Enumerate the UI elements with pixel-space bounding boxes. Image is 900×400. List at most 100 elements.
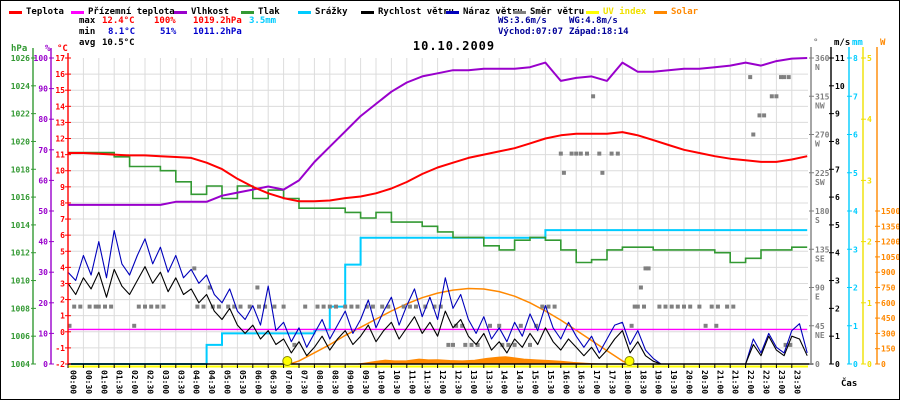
legend-swatch [446,10,459,14]
x-tick-label: 11:30 [423,370,432,394]
wind-direction-marker [709,304,714,309]
legend-swatch [298,10,311,14]
x-tick-label: 20:00 [685,370,694,394]
axis-tick-label: 11 [835,54,845,63]
legend-swatch [513,10,526,14]
wind-direction-marker [451,342,455,347]
wind-direction-marker [72,304,77,309]
x-tick-label: 19:00 [654,370,663,394]
axis-tick-label: 14 [55,102,65,111]
axis-tick-label: 6 [60,231,65,240]
wind-direction-marker [574,151,579,156]
wind-direction-marker [512,342,517,347]
wind-direction-marker [247,304,252,309]
wind-direction-marker [569,151,574,156]
wind-direction-marker [774,94,779,99]
x-tick-label: 00:30 [84,370,93,394]
wind-direction-marker [475,342,480,347]
x-tick-label: 06:00 [253,370,262,394]
axis-tick-label: 1014 [11,221,30,230]
wind-direction-marker [558,151,563,156]
legend-item-10: Solar [654,7,698,17]
stat-max: 3.5mm [249,16,277,26]
axis-tick-label: 450 [881,314,896,323]
axis-tick-label: 1050 [881,253,899,262]
axis-tick-label: 900 [881,268,896,277]
stat-min: min [79,27,96,37]
axis-tick-label: 60 [38,176,48,185]
x-tick-label: 01:00 [99,370,108,394]
axis-tick-label: N [815,63,820,72]
wind-direction-marker [232,304,237,309]
axis-tick-label: 1020 [11,137,30,146]
wind-direction-marker [370,304,375,309]
axis-tick-label: 1500 [881,207,899,216]
axis-tick-label: 1 [853,322,858,331]
axis-tick-label: 100 [34,54,49,63]
x-tick-label: 01:30 [115,370,124,394]
axis-tick-label: 30 [38,268,48,277]
x-tick-label: 19:30 [669,370,678,394]
wind-direction-marker [506,342,511,347]
wind-direction-marker [783,342,788,347]
x-tick-label: 09:30 [361,370,370,394]
x-tick-label: 04:00 [192,370,201,394]
axis-tick-label: 80 [38,115,48,124]
axis-tick-label: 2 [867,238,872,247]
axis-tick-label: 4 [835,249,840,258]
wind-direction-marker [646,266,651,271]
wind-direction-marker [779,75,783,80]
axis-tick-label: -2 [55,360,65,369]
axis-tick-label: 11 [55,151,65,160]
wind-direction-marker [143,304,147,309]
x-tick-label: 17:30 [608,370,617,394]
wind-direction-marker [757,113,762,118]
axis-tick-label: 40 [38,238,48,247]
axis-tick-label: W [815,140,820,149]
legend-item-6: Rychlost větru [361,7,454,17]
wind-direction-marker [528,342,532,347]
axis-tick-label: 8 [853,54,858,63]
axis-tick-label: 0 [853,360,858,369]
wind-direction-marker [782,75,787,80]
legend-swatch [241,10,254,14]
axis-tick-label: 5 [867,54,872,63]
wind-direction-marker [632,304,637,309]
humidity-line [68,57,808,206]
x-tick-label: 22:30 [762,370,771,394]
wind-direction-marker [272,304,277,309]
axis-tick-label: 1008 [11,304,30,313]
wind-direction-marker [257,304,261,309]
stat-sun: Východ:07:07 [498,27,564,37]
wind-direction-marker [87,304,92,309]
axis-tick-label: 13 [55,118,65,127]
wind-direction-marker [643,266,648,271]
wind-direction-marker [788,342,793,347]
legend-label: Teplota [26,7,64,17]
legend-swatch [654,10,667,14]
axis-tick-label: 4 [867,115,872,124]
axis-tick-label: 0 [867,360,872,369]
axis-tick-label: 50 [38,207,48,216]
axis-tick-label: 4 [853,207,858,216]
axis-tick-label: 7 [60,215,65,224]
wind-direction-marker [355,304,360,309]
x-tick-label: 18:30 [638,370,647,394]
legend-label: Přízemní teplota [88,7,175,17]
wind-direction-marker [769,94,774,99]
stat-wind: WS:3.6m/s [498,16,547,26]
wind-direction-marker [161,304,166,309]
x-tick-label: 03:00 [161,370,170,394]
wind-direction-marker [748,75,753,80]
axis-tick-label: 45 [815,322,825,331]
wind-direction-marker [364,304,369,309]
axis-tick-label: 1004 [11,360,30,369]
wind-direction-marker [657,304,662,309]
wind-direction-marker [500,342,505,347]
wind-direction-marker [488,323,492,328]
wind-direction-marker [642,304,646,309]
axis-tick-label: 300 [881,329,896,338]
wind-direction-marker [238,304,243,309]
legend-item-3: Vlhkost [174,7,229,17]
wind-direction-marker [423,304,428,309]
